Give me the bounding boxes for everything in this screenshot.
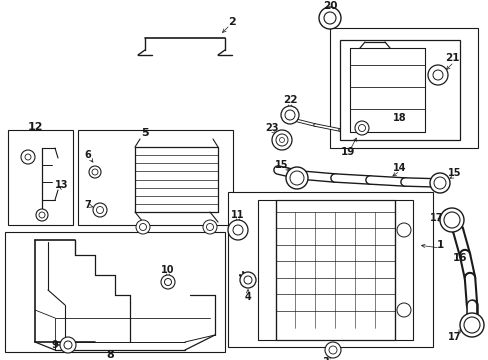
- Circle shape: [432, 70, 442, 80]
- Circle shape: [96, 207, 103, 213]
- Text: 15: 15: [275, 160, 288, 170]
- Text: 19: 19: [340, 147, 354, 157]
- Circle shape: [279, 138, 284, 143]
- Circle shape: [136, 220, 150, 234]
- Circle shape: [285, 110, 294, 120]
- Circle shape: [232, 225, 243, 235]
- Text: 5: 5: [141, 128, 148, 138]
- Bar: [329, 28, 477, 148]
- Circle shape: [60, 337, 76, 353]
- Text: 6: 6: [84, 150, 91, 160]
- Circle shape: [240, 272, 256, 288]
- Bar: [5, 232, 224, 352]
- Text: 3: 3: [322, 357, 329, 360]
- Text: 17: 17: [429, 213, 443, 223]
- Circle shape: [139, 224, 146, 230]
- Bar: [8, 130, 73, 225]
- Circle shape: [25, 154, 31, 160]
- Circle shape: [281, 106, 298, 124]
- Bar: [227, 192, 432, 347]
- Circle shape: [36, 209, 48, 221]
- Text: 22: 22: [282, 95, 297, 105]
- Circle shape: [92, 169, 98, 175]
- Circle shape: [275, 134, 287, 146]
- Circle shape: [396, 303, 410, 317]
- Circle shape: [318, 7, 340, 29]
- Circle shape: [439, 208, 463, 232]
- Text: 11: 11: [231, 210, 244, 220]
- Text: 20: 20: [322, 1, 337, 11]
- Circle shape: [206, 224, 213, 230]
- Bar: [78, 130, 232, 225]
- Text: 21: 21: [444, 53, 458, 63]
- Text: 13: 13: [55, 180, 69, 190]
- Circle shape: [459, 313, 483, 337]
- Circle shape: [244, 276, 251, 284]
- Circle shape: [354, 121, 368, 135]
- Text: 8: 8: [106, 350, 114, 360]
- Circle shape: [429, 173, 449, 193]
- Circle shape: [64, 341, 72, 349]
- Circle shape: [427, 65, 447, 85]
- Circle shape: [89, 166, 101, 178]
- Circle shape: [227, 220, 247, 240]
- Circle shape: [203, 220, 217, 234]
- Circle shape: [164, 279, 171, 285]
- Circle shape: [161, 275, 175, 289]
- Circle shape: [39, 212, 45, 218]
- Circle shape: [463, 317, 479, 333]
- Bar: [339, 40, 459, 140]
- Text: 10: 10: [161, 265, 174, 275]
- Text: 15: 15: [447, 168, 461, 178]
- Circle shape: [328, 346, 336, 354]
- Bar: [394, 200, 412, 340]
- Text: 16: 16: [452, 253, 467, 263]
- Circle shape: [325, 342, 340, 358]
- Text: 7: 7: [84, 200, 91, 210]
- Text: 12: 12: [27, 122, 42, 132]
- Text: 4: 4: [244, 292, 251, 302]
- Text: 1: 1: [435, 240, 443, 250]
- Text: 2: 2: [228, 17, 235, 27]
- Bar: [258, 200, 275, 340]
- Circle shape: [289, 171, 304, 185]
- Text: 18: 18: [392, 113, 406, 123]
- Circle shape: [443, 212, 459, 228]
- Circle shape: [358, 125, 365, 131]
- Text: 23: 23: [264, 123, 278, 133]
- Circle shape: [396, 223, 410, 237]
- Text: 17: 17: [447, 332, 461, 342]
- Circle shape: [21, 150, 35, 164]
- Circle shape: [324, 12, 335, 24]
- Text: 14: 14: [392, 163, 406, 173]
- Circle shape: [285, 167, 307, 189]
- Bar: [275, 200, 394, 340]
- Text: 9: 9: [52, 340, 58, 350]
- Circle shape: [433, 177, 445, 189]
- Circle shape: [271, 130, 291, 150]
- Circle shape: [93, 203, 107, 217]
